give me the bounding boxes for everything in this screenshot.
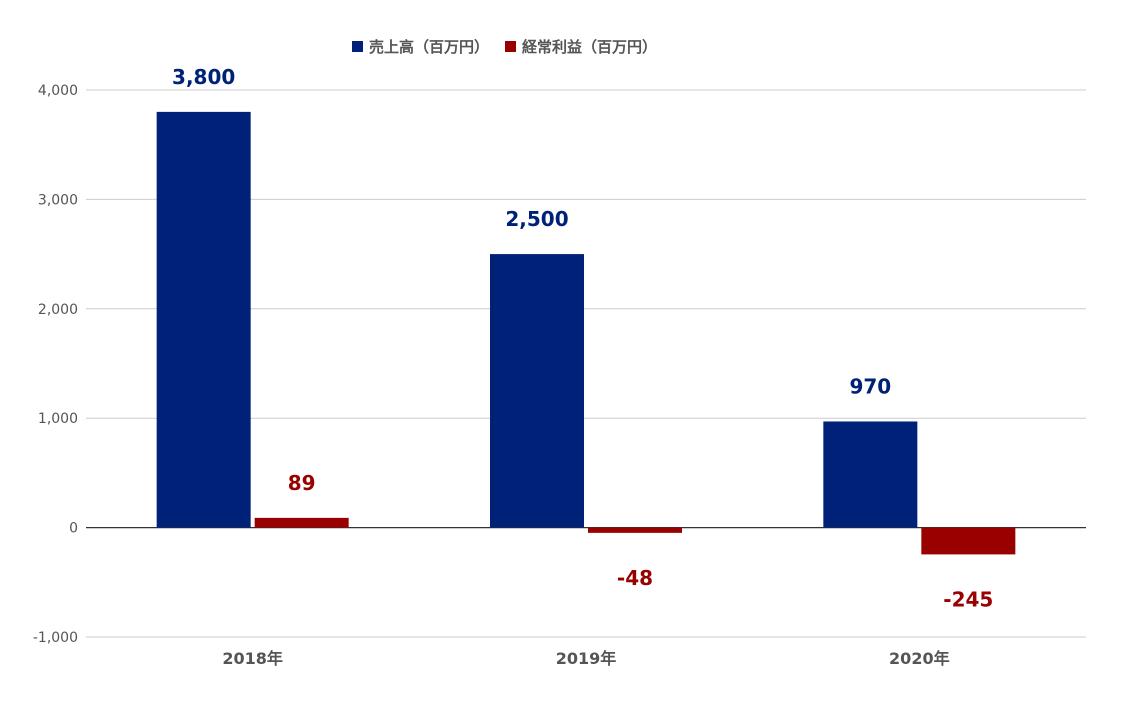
x-tick-label: 2018年 [222,649,283,668]
y-tick-label: 3,000 [38,192,78,208]
x-tick-label: 2019年 [556,649,617,668]
data-label: 970 [849,374,891,398]
data-label: 89 [288,471,316,495]
x-tick-label: 2020年 [889,649,950,668]
bar-profit [921,527,1016,555]
bar-profit [254,517,349,528]
y-tick-label: 4,000 [38,83,78,99]
legend-swatch-profit [505,41,517,52]
legend-label-sales: 売上高（百万円） [369,38,490,56]
bar-sales [823,421,918,528]
bar-sales [490,254,584,528]
data-label: -48 [617,566,653,590]
y-tick-label: 1,000 [38,411,78,427]
legend-item-sales[interactable]: 売上高（百万円） [352,36,489,57]
legend: 売上高（百万円） 経常利益（百万円） [352,36,657,57]
data-label: 3,800 [172,65,235,89]
data-label: 2,500 [505,207,568,231]
bar-sales [156,111,251,528]
legend-swatch-sales [352,41,363,52]
y-tick-label: -1,000 [33,630,78,646]
legend-item-profit[interactable]: 経常利益（百万円） [505,36,657,57]
data-label: -245 [943,587,993,611]
y-tick-label: 0 [69,521,78,537]
bar-profit [588,527,682,533]
y-tick-label: 2,000 [38,302,78,318]
legend-label-profit: 経常利益（百万円） [522,38,658,56]
